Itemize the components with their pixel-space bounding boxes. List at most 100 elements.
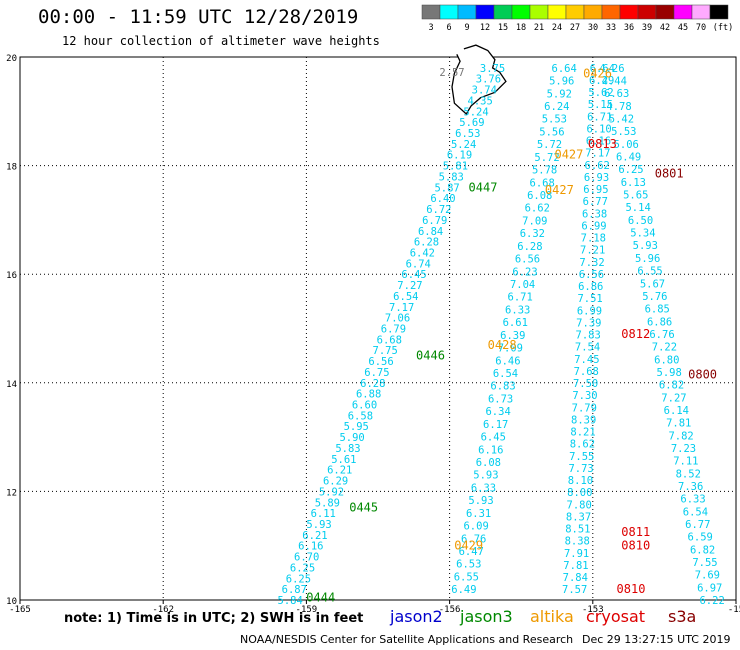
wave-height-value: 6.53 xyxy=(455,128,480,140)
wave-height-value: 6.56 xyxy=(515,254,540,266)
wave-height-value: 6.97 xyxy=(697,582,722,594)
generated-timestamp: Dec 29 13:27:15 UTC 2019 xyxy=(582,633,731,646)
colorbar-swatch xyxy=(565,4,585,20)
wave-height-value: 6.55 xyxy=(637,266,662,278)
wave-height-value: 6.72 xyxy=(426,204,451,216)
wave-height-value: 6.93 xyxy=(584,172,609,184)
colorbar-swatch xyxy=(655,4,675,20)
wave-height-value: 6.76 xyxy=(649,329,674,341)
wave-height-value: 6.71 xyxy=(587,111,612,123)
pass-time-label: 0800 xyxy=(688,368,717,382)
altimeter-tracks: 5.846.876.256.256.706.166.215.936.115.89… xyxy=(278,63,725,607)
pass-time-label: 0810 xyxy=(617,582,646,596)
wave-height-value: 5.93 xyxy=(306,519,331,531)
lat-tick-label: 18 xyxy=(6,163,17,173)
wave-height-value: 6.32 xyxy=(520,228,545,240)
wave-height-value: 7.27 xyxy=(661,392,686,404)
wave-height-value: 7.54 xyxy=(575,342,600,354)
wave-height-value: 5.87 xyxy=(434,182,459,194)
wave-height-value: 7.23 xyxy=(671,443,696,455)
wave-height-value: 6.34 xyxy=(485,406,510,418)
wave-height-value: 6.79 xyxy=(381,324,406,336)
pass-time-label: 0813 xyxy=(588,137,617,151)
colorbar-swatch xyxy=(475,4,495,20)
wave-height-value: 7.55 xyxy=(569,451,594,463)
wave-height-value: 6.24 xyxy=(544,101,569,113)
wave-height-value: 5.34 xyxy=(630,228,655,240)
wave-height-value: 6.25 xyxy=(618,164,643,176)
wave-height-value: 5.78 xyxy=(532,165,557,177)
colorbar-label: 24 xyxy=(552,23,562,33)
colorbar-label: 36 xyxy=(624,23,634,33)
wave-height-value: 7.69 xyxy=(695,570,720,582)
wave-height-value: 7.82 xyxy=(668,430,693,442)
wave-height-value: 5.56 xyxy=(539,126,564,138)
wave-height-value: 6.62 xyxy=(585,160,610,172)
wave-height-value: 6.86 xyxy=(647,316,672,328)
lat-tick-label: 10 xyxy=(6,597,17,607)
wave-height-value: 6.10 xyxy=(586,123,611,135)
wave-height-value: 6.84 xyxy=(418,226,443,238)
wave-height-value: 3.76 xyxy=(476,74,501,86)
wave-height-value: 5.89 xyxy=(315,497,340,509)
wave-height-value: 6.28 xyxy=(517,241,542,253)
wave-height-value: 6.99 xyxy=(581,220,606,232)
wave-height-value: 5.93 xyxy=(473,470,498,482)
wave-height-value: 8.37 xyxy=(566,511,591,523)
wave-height-value: 6.45 xyxy=(401,269,426,281)
wave-height-value: 5.15 xyxy=(588,99,613,111)
wave-height-value: 5.90 xyxy=(339,432,364,444)
wave-height-value: 7.17 xyxy=(585,148,610,160)
wave-height-value: 5.67 xyxy=(640,278,665,290)
wave-height-value: 5.93 xyxy=(633,240,658,252)
wave-height-value: 6.46 xyxy=(495,355,520,367)
wave-height-value: 6.42 xyxy=(410,247,435,259)
wave-height-value: 6.95 xyxy=(583,184,608,196)
wave-height-value: 5.53 xyxy=(542,114,567,126)
wave-height-value: 5.24 xyxy=(463,106,488,118)
satellite-legend-jason3: jason3 xyxy=(460,607,513,626)
wave-height-value: 6.25 xyxy=(290,562,315,574)
wave-height-value: 6.74 xyxy=(406,258,431,270)
wave-height-value: 5.06 xyxy=(614,139,639,151)
wave-height-value: 6.85 xyxy=(645,304,670,316)
colorbar-swatch xyxy=(637,4,657,20)
colorbar-swatch xyxy=(511,4,531,20)
wave-height-value: 8.10 xyxy=(568,475,593,487)
wave-height-value: 7.50 xyxy=(573,378,598,390)
wave-height-value: 6.11 xyxy=(311,508,336,520)
wave-height-value: 6.54 xyxy=(683,506,708,518)
lon-tick-label: -159 xyxy=(296,605,318,615)
colorbar-label: 45 xyxy=(678,23,688,33)
wave-height-value: 6.16 xyxy=(586,136,611,148)
wave-height-value: 6.83 xyxy=(490,381,515,393)
pass-time-label: 0447 xyxy=(469,180,498,194)
wave-height-value: 6.40 xyxy=(430,193,455,205)
wave-height-value: 6.16 xyxy=(478,444,503,456)
wave-height-value: 6.49 xyxy=(451,584,476,596)
hawaii-island-outline: 2.57 xyxy=(439,44,507,116)
wave-height-value: 5.92 xyxy=(547,88,572,100)
wave-height-value: 6.13 xyxy=(621,177,646,189)
wave-height-value: 7.17 xyxy=(389,302,414,314)
wave-height-value: 4.44 xyxy=(602,76,627,88)
wave-height-value: 5.76 xyxy=(642,291,667,303)
wave-height-value: 6.21 xyxy=(302,530,327,542)
wave-height-value: 6.19 xyxy=(447,150,472,162)
wave-height-value: 6.49 xyxy=(616,152,641,164)
wave-height-value: 7.06 xyxy=(385,313,410,325)
wave-height-value: 8.00 xyxy=(567,487,592,499)
pass-time-label: 0811 xyxy=(621,525,650,539)
wave-height-value: 6.82 xyxy=(690,544,715,556)
pass-time-label: 0429 xyxy=(454,539,483,553)
pass-time-label: 0427 xyxy=(545,183,574,197)
wave-height-value: 6.87 xyxy=(282,584,307,596)
colorbar-label: (ft) xyxy=(713,23,733,33)
wave-height-value: 6.39 xyxy=(500,330,525,342)
wave-height-value: 7.32 xyxy=(579,257,604,269)
lat-tick-label: 12 xyxy=(6,488,17,498)
colorbar-swatch xyxy=(529,4,549,20)
wave-height-value: 5.93 xyxy=(468,495,493,507)
wave-height-value: 7.45 xyxy=(574,354,599,366)
wave-height-value: 5.96 xyxy=(549,76,574,88)
